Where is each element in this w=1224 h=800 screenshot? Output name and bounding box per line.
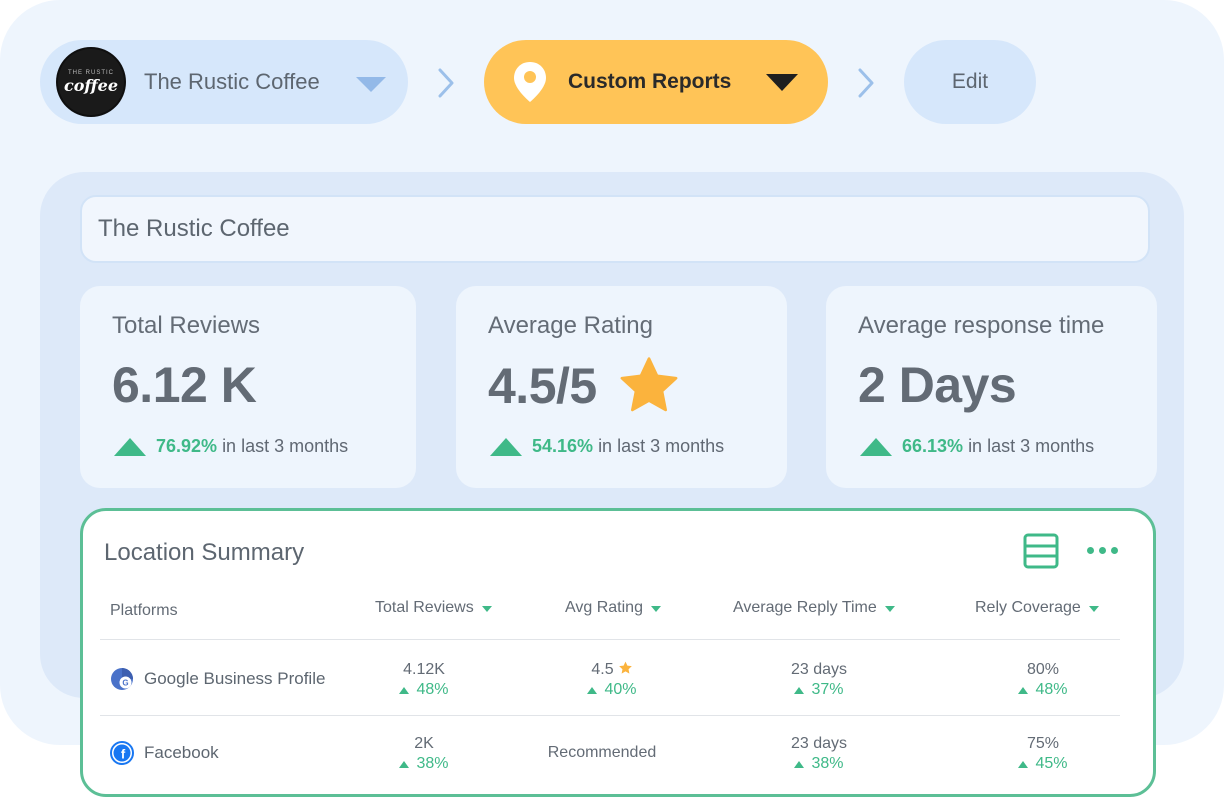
svg-text:f: f [121, 747, 126, 762]
trend-up-icon [587, 686, 598, 694]
trend-up-icon [1018, 760, 1029, 768]
column-header-coverage[interactable]: Rely Coverage [975, 599, 1099, 617]
trend-up-icon [794, 760, 805, 768]
logo-word: coffee [63, 75, 118, 95]
cell-avg-rating: 4.5 40% [532, 660, 692, 700]
trend-up-icon [1018, 686, 1029, 694]
brand-logo: THE RUSTIC coffee [58, 49, 124, 115]
sort-caret-icon [884, 606, 895, 612]
cell-coverage: 80% 48% [963, 660, 1123, 700]
cell-total-reviews: 2K 38% [344, 734, 504, 774]
cell-total-reviews: 4.12K 48% [344, 660, 504, 700]
location-selector-label: The Rustic Coffee [144, 69, 320, 94]
trend-suffix: in last 3 months [598, 436, 725, 456]
chevron-down-icon [356, 77, 386, 92]
trend-up-icon [490, 437, 522, 456]
sort-caret-icon [1088, 606, 1099, 612]
cell-coverage: 75% 45% [963, 734, 1123, 774]
column-header-platforms: Platforms [110, 602, 178, 619]
column-header-reply-time[interactable]: Average Reply Time [733, 599, 895, 617]
google-icon: G [111, 668, 133, 690]
kpi-total-reviews: Total Reviews 6.12 K 76.92% in last 3 mo… [80, 286, 416, 488]
trend-percent: 66.13% [902, 436, 964, 456]
chevron-right-icon [438, 68, 454, 98]
trend-suffix: in last 3 months [222, 436, 349, 456]
kpi-title: Average response time [858, 312, 1105, 339]
column-header-total-reviews[interactable]: Total Reviews [375, 599, 492, 617]
table-row-platform[interactable]: f Facebook [110, 741, 219, 765]
star-icon [620, 357, 678, 412]
kpi-trend: 66.13% in last 3 months [860, 436, 1094, 457]
chevron-right-icon [858, 68, 874, 98]
column-header-avg-rating[interactable]: Avg Rating [565, 599, 661, 617]
cell-reply-time: 23 days 38% [790, 735, 848, 772]
more-options-icon[interactable] [1087, 547, 1118, 554]
table-divider [100, 639, 1120, 640]
location-summary-card: Location Summary Platforms Total Reviews… [80, 508, 1156, 797]
kpi-average-response-time: Average response time 2 Days 66.13% in l… [826, 286, 1157, 488]
trend-up-icon [860, 437, 892, 456]
location-name-value: The Rustic Coffee [98, 215, 290, 242]
kpi-value: 4.5/5 [488, 356, 755, 416]
sort-caret-icon [481, 606, 492, 612]
trend-suffix: in last 3 months [968, 436, 1095, 456]
caret-down-icon [766, 74, 798, 91]
trend-percent: 76.92% [156, 436, 218, 456]
kpi-trend: 76.92% in last 3 months [114, 436, 348, 457]
kpi-title: Average Rating [488, 312, 653, 339]
trend-up-icon [114, 437, 146, 456]
sort-caret-icon [650, 606, 661, 612]
kpi-value: 6.12 K [112, 357, 257, 413]
trend-percent: 54.16% [532, 436, 594, 456]
kpi-title: Total Reviews [112, 312, 261, 339]
cell-reply-time: 23 days 37% [790, 661, 848, 698]
table-view-icon[interactable] [1023, 533, 1059, 569]
kpi-average-rating: Average Rating 4.5/5 54.16% in last 3 mo… [456, 286, 787, 488]
star-icon [618, 661, 632, 674]
edit-button[interactable]: Edit [904, 40, 1036, 124]
location-summary-title: Location Summary [104, 539, 305, 566]
table-row-platform[interactable]: G Google Business Profile [110, 667, 325, 691]
custom-reports-label: Custom Reports [568, 70, 732, 93]
svg-text:G: G [122, 679, 128, 688]
cell-avg-rating: Recommended [547, 744, 657, 761]
trend-up-icon [399, 686, 410, 694]
custom-reports-dropdown[interactable]: Custom Reports [484, 40, 828, 124]
kpi-value: 2 Days [858, 357, 1017, 413]
trend-up-icon [399, 760, 410, 768]
location-pin-icon [514, 62, 546, 102]
edit-button-label: Edit [951, 70, 989, 93]
location-name-field[interactable]: The Rustic Coffee [80, 195, 1150, 263]
kpi-trend: 54.16% in last 3 months [490, 436, 724, 457]
trend-up-icon [794, 686, 805, 694]
facebook-icon: f [110, 741, 134, 765]
table-divider [100, 715, 1120, 716]
logo-small-text: THE RUSTIC [68, 69, 114, 76]
location-selector[interactable]: THE RUSTIC coffee The Rustic Coffee [40, 40, 408, 124]
